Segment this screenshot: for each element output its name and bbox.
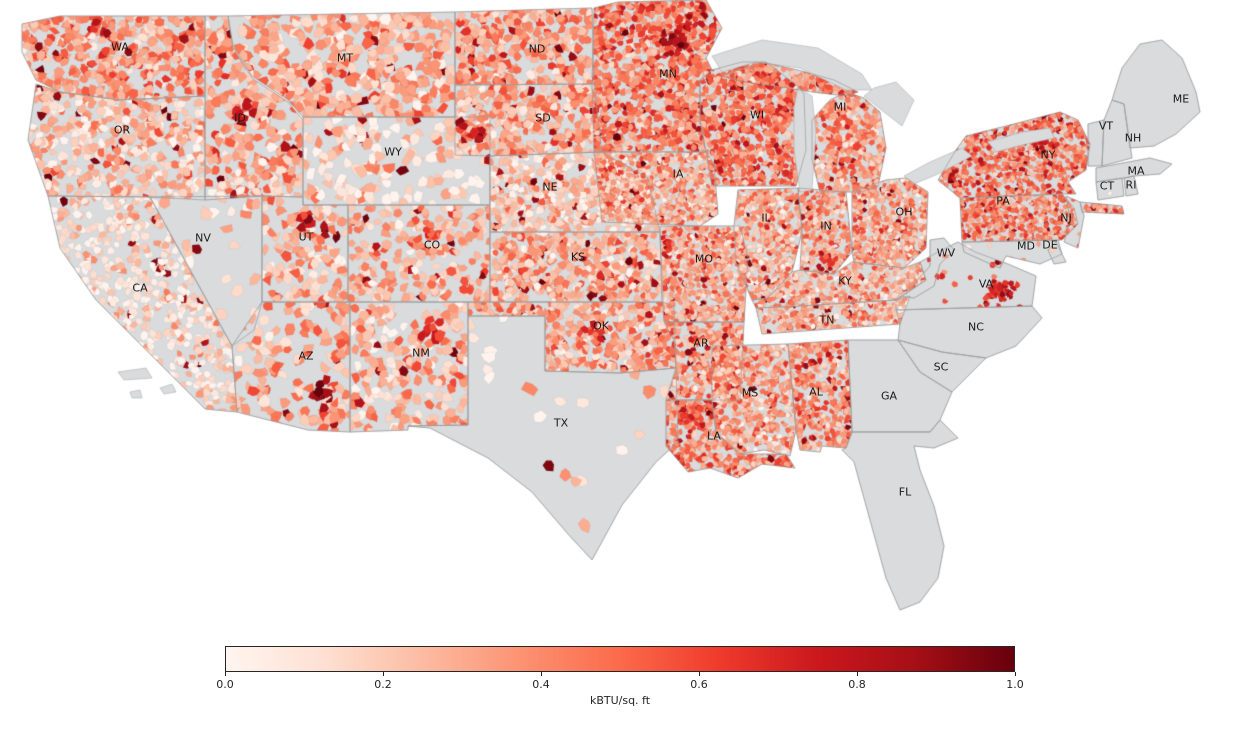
colorbar-tick-label: 0.8 bbox=[848, 678, 866, 691]
colorbar-tickmark bbox=[224, 672, 226, 676]
colorbar-tick-label: 1.0 bbox=[1006, 678, 1024, 691]
colorbar-tickmark bbox=[540, 672, 542, 676]
colorbar-tick-label: 0.0 bbox=[216, 678, 234, 691]
colorbar: 0.0 0.2 0.4 0.6 0.8 1.0 kBTU/sq. ft bbox=[216, 646, 1024, 707]
colorbar-ticks: 0.0 0.2 0.4 0.6 0.8 1.0 bbox=[216, 646, 1024, 692]
colorbar-tick-label: 0.4 bbox=[532, 678, 550, 691]
colorbar-tickmark bbox=[1014, 672, 1016, 676]
us-choropleth-map-canvas bbox=[0, 0, 1234, 632]
colorbar-tickmark bbox=[698, 672, 700, 676]
colorbar-axis-label: kBTU/sq. ft bbox=[589, 694, 651, 707]
colorbar-gradient bbox=[225, 646, 1015, 672]
colorbar-tick-label: 0.6 bbox=[690, 678, 708, 691]
colorbar-tickmark bbox=[382, 672, 384, 676]
colorbar-tickmark bbox=[856, 672, 858, 676]
colorbar-tick-label: 0.2 bbox=[374, 678, 392, 691]
